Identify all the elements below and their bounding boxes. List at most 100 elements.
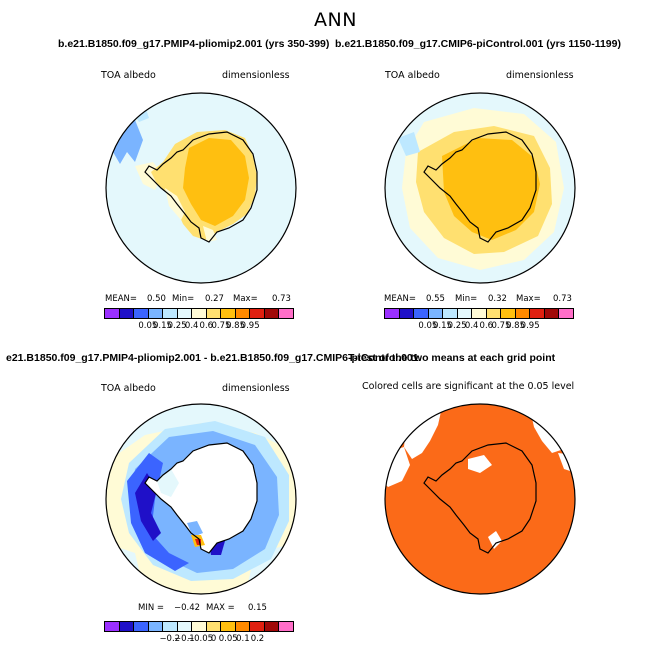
colorbar-swatch: [428, 309, 444, 318]
colorbar-tick-label: 0: [210, 634, 217, 644]
colorbar-swatch: [148, 309, 164, 318]
panel-2-mean-value: 0.55: [426, 294, 445, 304]
colorbar-tick-label: 0.4: [464, 321, 479, 331]
panel-1-max-label: Max=: [233, 294, 258, 304]
panel-2-variable: TOA albedo: [385, 70, 440, 81]
colorbar-swatch: [486, 309, 502, 318]
panel-1-max-value: 0.73: [272, 294, 291, 304]
colorbar-tick-label: −0.2: [159, 634, 181, 644]
panel-1-polar-map: [105, 92, 297, 284]
colorbar-tick-label: 0.95: [520, 321, 540, 331]
colorbar-tick-label: −0.05: [187, 634, 214, 644]
colorbar-swatch: [264, 309, 280, 318]
panel-2-case-title: b.e21.B1850.f09_g17.CMIP6-piControl.001 …: [335, 38, 621, 50]
colorbar-swatch: [134, 309, 149, 318]
colorbar-swatch: [279, 309, 293, 318]
colorbar-swatch: [134, 622, 149, 631]
colorbar-swatch: [105, 309, 120, 318]
panel-3-case-title: e21.B1850.f09_g17.PMIP4-pliomip2.001 - b…: [6, 352, 419, 364]
colorbar-swatch: [163, 309, 178, 318]
colorbar-tick-label: 0.25: [447, 321, 467, 331]
panel-3-max-value: 0.15: [248, 603, 267, 613]
colorbar-swatch: [177, 309, 193, 318]
colorbar-swatch: [515, 309, 531, 318]
panel-1-coastline: [144, 131, 258, 243]
colorbar-swatch: [206, 622, 222, 631]
colorbar-swatch: [559, 309, 573, 318]
panel-3-coastline: [144, 442, 258, 554]
colorbar-swatch: [192, 309, 207, 318]
colorbar-tick-label: 0.05: [418, 321, 438, 331]
panel-2-colorbar: [384, 308, 574, 319]
colorbar-swatch: [221, 309, 236, 318]
colorbar-tick-label: 0.15: [432, 321, 452, 331]
colorbar-swatch: [235, 622, 251, 631]
panel-1-mean-label: MEAN=: [105, 294, 137, 304]
panel-2-polar-map: [384, 92, 576, 284]
panel-1-min-label: Min=: [172, 294, 195, 304]
colorbar-tick-label: 0.05: [218, 634, 238, 644]
figure-title: ANN: [314, 9, 357, 31]
colorbar-tick-label: −0.1: [174, 634, 195, 644]
colorbar-swatch: [457, 309, 473, 318]
colorbar-swatch: [221, 622, 236, 631]
colorbar-tick-label: 0.75: [211, 321, 231, 331]
panel-1-min-value: 0.27: [205, 294, 224, 304]
colorbar-tick-label: 0.95: [240, 321, 260, 331]
panel-3-antarctica-white: [145, 443, 257, 553]
colorbar-swatch: [399, 309, 415, 318]
colorbar-swatch: [105, 622, 120, 631]
panel-2-map-border: [384, 92, 576, 284]
panel-2-min-label: Min=: [455, 294, 478, 304]
colorbar-swatch: [119, 622, 135, 631]
colorbar-swatch: [530, 309, 545, 318]
colorbar-tick-label: 0.2: [250, 634, 265, 644]
panel-1-mean-value: 0.50: [147, 294, 166, 304]
panel-2-units: dimensionless: [506, 70, 574, 81]
panel-4-coastline: [423, 442, 537, 554]
panel-4-title: T-test of the two means at each grid poi…: [348, 352, 556, 364]
panel-3-polar-map: [105, 403, 297, 595]
colorbar-tick-label: 0.85: [506, 321, 525, 331]
panel-3-variable: TOA albedo: [101, 383, 156, 394]
panel-1-units: dimensionless: [222, 70, 290, 81]
panel-1-colorbar: [104, 308, 294, 319]
panel-3-colorbar: [104, 621, 294, 632]
panel-2-max-value: 0.73: [553, 294, 572, 304]
colorbar-swatch: [385, 309, 400, 318]
panel-4-subtitle: Colored cells are significant at the 0.0…: [362, 381, 575, 392]
colorbar-swatch: [177, 622, 193, 631]
panel-4-polar-map: [384, 403, 576, 595]
panel-2-antarctica-interior: [442, 138, 540, 240]
colorbar-swatch: [119, 309, 135, 318]
colorbar-tick-label: 0.25: [167, 321, 187, 331]
colorbar-swatch: [250, 622, 265, 631]
colorbar-tick-label: 0.75: [491, 321, 511, 331]
colorbar-tick-label: 0.05: [138, 321, 158, 331]
colorbar-tick-label: 0.1: [236, 634, 250, 644]
colorbar-tick-label: 0.15: [152, 321, 172, 331]
panel-2-coastline: [423, 131, 537, 243]
panel-3-max-label: MAX =: [206, 603, 235, 613]
panel-2-mean-label: MEAN=: [384, 294, 416, 304]
colorbar-swatch: [235, 309, 251, 318]
colorbar-swatch: [264, 622, 280, 631]
panel-3-min-label: MIN =: [138, 603, 165, 613]
panel-1-variable: TOA albedo: [101, 70, 156, 81]
panel-2-max-label: Max=: [516, 294, 541, 304]
panel-1-map-border: [105, 92, 297, 284]
colorbar-tick-label: 0.6: [199, 321, 214, 331]
colorbar-swatch: [250, 309, 265, 318]
panel-1-case-title: b.e21.B1850.f09_g17.PMIP4-pliomip2.001 (…: [58, 38, 330, 50]
panel-3-map-border: [105, 403, 297, 595]
colorbar-swatch: [544, 309, 560, 318]
panel-3-units: dimensionless: [222, 383, 290, 394]
colorbar-swatch: [206, 309, 222, 318]
colorbar-swatch: [414, 309, 429, 318]
panel-2-min-value: 0.32: [488, 294, 507, 304]
colorbar-tick-label: 0.6: [479, 321, 494, 331]
colorbar-tick-label: 0.4: [184, 321, 199, 331]
colorbar-swatch: [163, 622, 178, 631]
colorbar-swatch: [472, 309, 487, 318]
colorbar-tick-label: 0.85: [226, 321, 245, 331]
